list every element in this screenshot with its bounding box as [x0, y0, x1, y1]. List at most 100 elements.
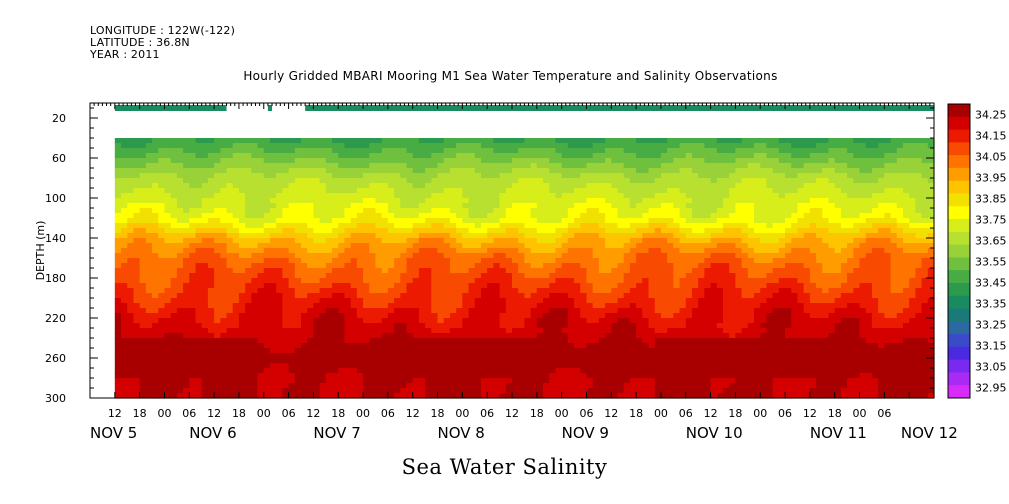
heatmap-cell — [611, 273, 619, 279]
heatmap-cell — [400, 383, 408, 389]
heatmap-cell — [406, 358, 414, 364]
heatmap-cell — [437, 303, 445, 309]
heatmap-cell — [642, 283, 650, 289]
heatmap-cell — [561, 153, 569, 159]
heatmap-cell — [592, 238, 600, 244]
heatmap-cell — [574, 138, 581, 144]
heatmap-cell — [437, 268, 445, 274]
heatmap-cell — [487, 193, 494, 199]
heatmap-cell — [226, 363, 234, 369]
heatmap-cell — [257, 238, 265, 244]
heatmap-cell — [400, 198, 408, 204]
heatmap-cell — [679, 228, 687, 234]
heatmap-cell — [369, 168, 377, 174]
heatmap-cell — [170, 148, 178, 154]
heatmap-cell — [375, 228, 383, 234]
heatmap-cell — [183, 203, 190, 209]
heatmap-cell — [685, 168, 693, 174]
heatmap-cell — [456, 163, 463, 169]
heatmap-cell — [251, 328, 259, 334]
heatmap-cell — [406, 243, 414, 249]
heatmap-cell — [549, 258, 557, 264]
heatmap-cell — [251, 283, 259, 289]
heatmap-cell — [474, 213, 482, 219]
heatmap-cell — [176, 263, 184, 269]
heatmap-cell — [288, 253, 296, 259]
heatmap-cell — [152, 233, 159, 239]
heatmap-cell — [418, 193, 426, 199]
heatmap-cell — [263, 183, 271, 189]
heatmap-cell — [598, 193, 606, 199]
heatmap-cell — [530, 353, 538, 359]
heatmap-cell — [325, 383, 333, 389]
heatmap-cell — [493, 153, 501, 159]
heatmap-cell — [276, 208, 283, 214]
heatmap-cell — [443, 178, 451, 184]
heatmap-cell — [152, 143, 159, 149]
heatmap-cell — [319, 278, 327, 284]
heatmap-cell — [586, 268, 594, 274]
heatmap-cell — [220, 278, 228, 284]
heatmap-cell — [307, 193, 315, 199]
heatmap-cell — [462, 173, 470, 179]
heatmap-cell — [617, 223, 625, 229]
heatmap-cell — [679, 138, 687, 144]
heatmap-cell — [121, 373, 128, 379]
heatmap-cell — [189, 283, 197, 289]
heatmap-cell — [549, 323, 557, 329]
heatmap-cell — [214, 213, 221, 219]
heatmap-cell — [598, 138, 606, 144]
heatmap-cell — [189, 203, 197, 209]
heatmap-cell — [574, 248, 581, 254]
heatmap-cell — [462, 298, 470, 304]
heatmap-cell — [356, 298, 364, 304]
heatmap-cell — [493, 313, 501, 319]
heatmap-cell — [431, 373, 439, 379]
heatmap-cell — [660, 388, 668, 394]
heatmap-cell — [344, 188, 352, 194]
heatmap-cell — [164, 238, 172, 244]
heatmap-cell — [152, 193, 159, 199]
heatmap-cell — [369, 288, 377, 294]
heatmap-cell — [139, 263, 147, 269]
heatmap-cell — [214, 228, 221, 234]
heatmap-cell — [530, 318, 538, 324]
heatmap-cell — [201, 353, 209, 359]
heatmap-cell — [313, 158, 321, 164]
heatmap-cell — [400, 333, 408, 339]
heatmap-cell — [412, 358, 420, 364]
heatmap-cell — [592, 358, 600, 364]
heatmap-cell — [220, 153, 228, 159]
heatmap-cell — [685, 363, 693, 369]
heatmap-cell — [406, 373, 414, 379]
heatmap-cell — [586, 213, 594, 219]
heatmap-cell — [660, 238, 668, 244]
heatmap-cell — [499, 153, 507, 159]
heatmap-cell — [443, 193, 451, 199]
heatmap-cell — [294, 288, 302, 294]
heatmap-cell — [121, 163, 128, 169]
heatmap-cell — [617, 348, 625, 354]
heatmap-cell — [214, 253, 221, 259]
heatmap-cell — [505, 313, 513, 319]
heatmap-cell — [499, 383, 507, 389]
heatmap-cell — [220, 218, 228, 224]
heatmap-cell — [257, 138, 265, 144]
heatmap-cell — [381, 313, 389, 319]
heatmap-cell — [673, 253, 681, 259]
heatmap-cell — [518, 163, 526, 169]
heatmap-cell — [462, 333, 470, 339]
heatmap-cell — [375, 268, 383, 274]
heatmap-cell — [605, 303, 612, 309]
heatmap-cell — [505, 308, 513, 314]
heatmap-cell — [512, 258, 519, 264]
heatmap-cell — [114, 198, 122, 204]
heatmap-cell — [375, 358, 383, 364]
heatmap-cell — [356, 338, 364, 344]
heatmap-cell — [139, 343, 147, 349]
heatmap-cell — [474, 138, 482, 144]
heatmap-cell — [176, 138, 184, 144]
heatmap-cell — [518, 283, 526, 289]
heatmap-cell — [691, 208, 699, 214]
heatmap-cell — [158, 303, 166, 309]
